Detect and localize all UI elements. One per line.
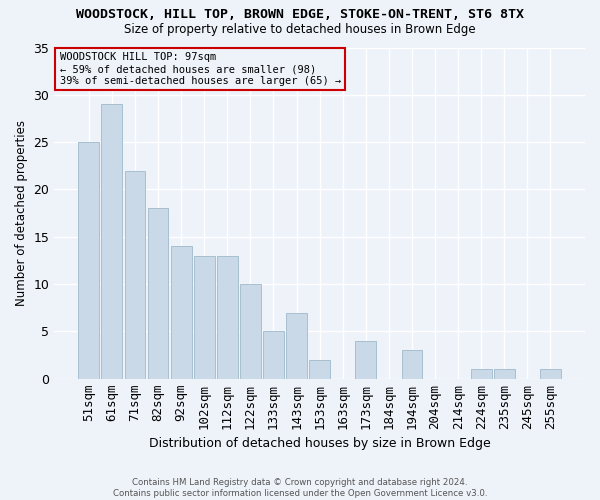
Bar <box>309 360 330 379</box>
Text: Size of property relative to detached houses in Brown Edge: Size of property relative to detached ho… <box>124 22 476 36</box>
Bar <box>217 256 238 379</box>
X-axis label: Distribution of detached houses by size in Brown Edge: Distribution of detached houses by size … <box>149 437 491 450</box>
Bar <box>494 370 515 379</box>
Text: Contains HM Land Registry data © Crown copyright and database right 2024.
Contai: Contains HM Land Registry data © Crown c… <box>113 478 487 498</box>
Bar <box>355 341 376 379</box>
Text: WOODSTOCK HILL TOP: 97sqm
← 59% of detached houses are smaller (98)
39% of semi-: WOODSTOCK HILL TOP: 97sqm ← 59% of detac… <box>59 52 341 86</box>
Bar <box>194 256 215 379</box>
Bar <box>286 312 307 379</box>
Bar <box>148 208 169 379</box>
Bar <box>540 370 561 379</box>
Bar <box>263 332 284 379</box>
Bar <box>79 142 99 379</box>
Bar <box>101 104 122 379</box>
Bar <box>240 284 261 379</box>
Text: WOODSTOCK, HILL TOP, BROWN EDGE, STOKE-ON-TRENT, ST6 8TX: WOODSTOCK, HILL TOP, BROWN EDGE, STOKE-O… <box>76 8 524 20</box>
Bar <box>471 370 491 379</box>
Bar <box>171 246 191 379</box>
Bar <box>401 350 422 379</box>
Bar <box>125 170 145 379</box>
Y-axis label: Number of detached properties: Number of detached properties <box>15 120 28 306</box>
